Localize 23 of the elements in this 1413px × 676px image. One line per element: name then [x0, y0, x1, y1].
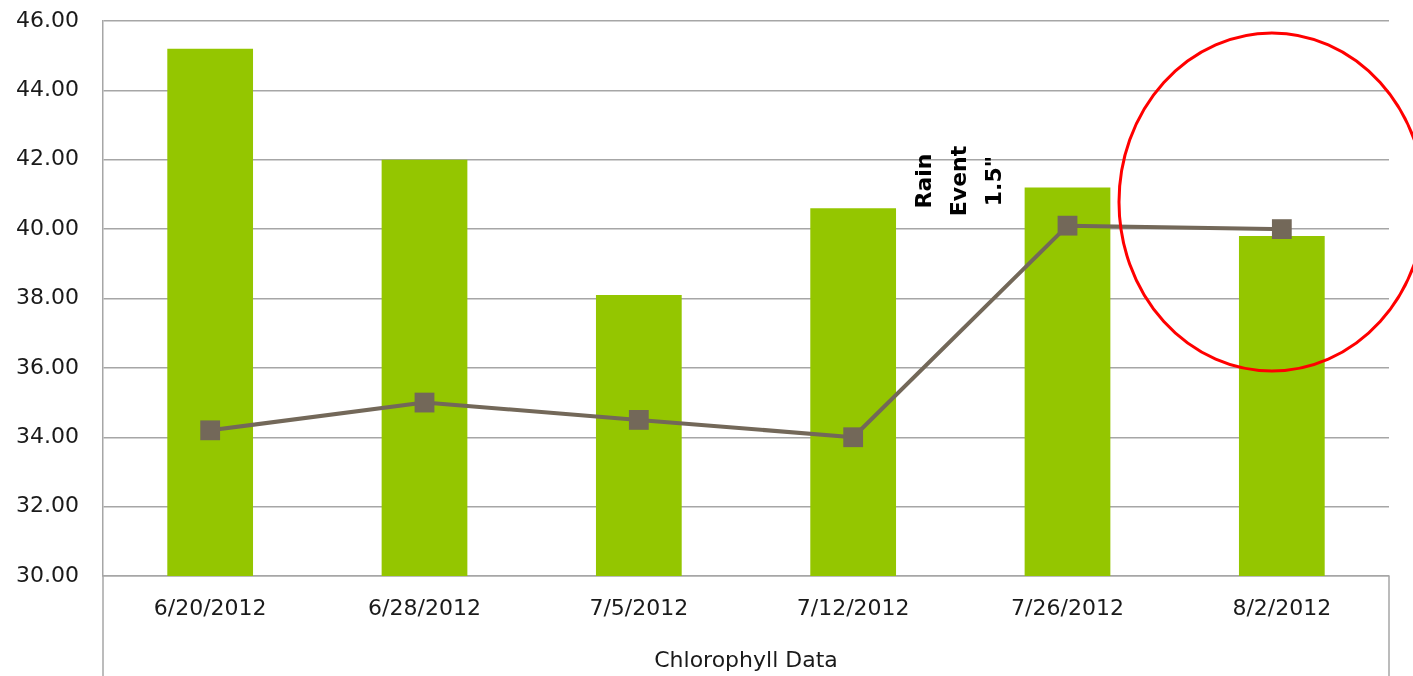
point	[200, 420, 221, 441]
y-tick-label: 38.00	[16, 284, 79, 310]
x-tick-label: 8/2/2012	[1232, 594, 1332, 620]
y-tick-label: 40.00	[16, 214, 79, 240]
y-tick-label: 44.00	[16, 76, 79, 102]
x-tick-label: 7/12/2012	[796, 594, 910, 620]
y-tick-label: 32.00	[16, 492, 79, 518]
x-axis-title: Chlorophyll Data	[654, 646, 838, 672]
x-tick-label: 7/26/2012	[1011, 594, 1124, 620]
x-tick-label: 6/28/2012	[368, 594, 481, 620]
y-tick-label: 46.00	[16, 6, 79, 32]
y-tick-label: 36.00	[16, 353, 79, 379]
y-tick-label: 34.00	[16, 422, 79, 448]
point	[414, 392, 435, 413]
point	[628, 410, 649, 430]
point	[843, 427, 864, 448]
annotation: Rain Event 1.5"	[909, 145, 1007, 217]
point	[1271, 219, 1292, 240]
point	[1057, 215, 1078, 236]
y-tick-label: 42.00	[16, 145, 79, 171]
x-tick-label: 6/20/2012	[153, 594, 267, 620]
y-tick-label: 30.00	[16, 561, 79, 587]
x-tick-label: 7/5/2012	[589, 594, 689, 620]
